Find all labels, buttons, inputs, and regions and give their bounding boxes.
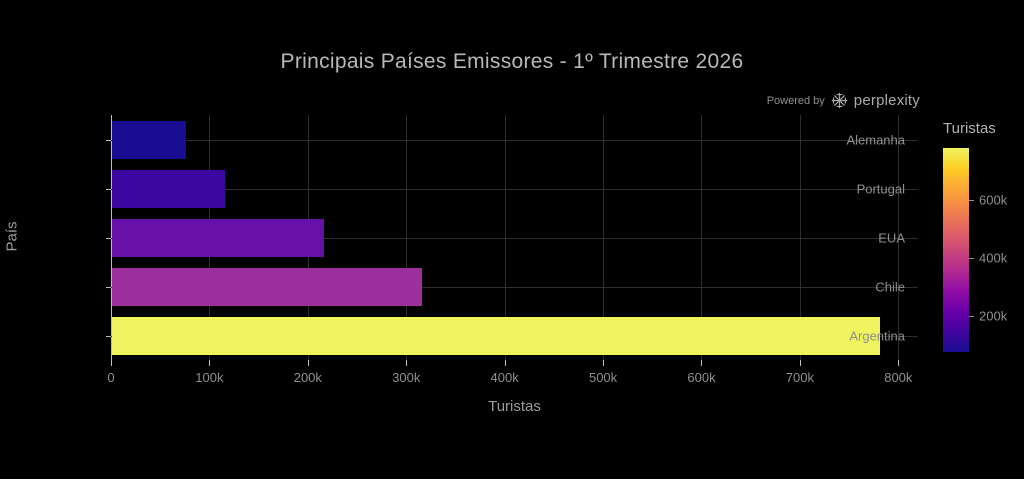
perplexity-wordmark: perplexity [853,92,920,109]
x-axis-tick-label: 700k [785,370,814,385]
perplexity-logo-icon [831,92,848,109]
y-axis-tick [106,237,111,239]
x-axis-tick [209,360,211,366]
x-axis-tick [111,360,112,366]
powered-by-text: Powered by [766,94,825,107]
powered-by-badge[interactable]: Powered by perplexity [767,92,920,109]
y-axis-tick [106,335,111,337]
x-axis-tick [504,360,506,366]
x-axis-tick-label: 800k [884,370,913,385]
bar-portugal[interactable] [112,169,226,208]
x-axis-tick-label: 400k [490,370,519,385]
plot-area[interactable]: 0 100k 200k 300k 400k 500k 600k 700k 800k Alemanh… [106,115,918,385]
colorbar-tick-label: 600k [979,192,1008,208]
x-axis-tick [307,360,309,366]
x-axis-tick [406,360,408,366]
chart-title: Principais Países Emissores - 1º Trimest… [280,50,744,73]
colorbar-tick-label: 400k [979,250,1008,266]
x-axis-tick-label: 300k [392,370,421,385]
x-axis-tick-label: 600k [687,370,716,385]
colorbar-tick-label: 200k [979,308,1008,324]
x-axis-title: Turistas [488,398,541,415]
colorbar-tick [969,200,974,202]
x-axis-tick [799,360,801,366]
gridline-horizontal [111,286,918,288]
x-axis-tick [898,360,900,366]
colorbar: Turistas 200k 400k 600k [943,120,1023,365]
x-axis-tick-label: 500k [588,370,618,385]
y-axis-tick [106,188,111,190]
x-axis-tick-label: 0 [107,370,115,385]
gridline-horizontal [111,237,918,239]
x-axis-tick [701,360,703,366]
y-axis-tick-label: Chile [875,279,905,294]
x-axis-tick-label: 100k [195,370,224,385]
bar-alemanha[interactable] [112,120,186,159]
y-axis-tick-label: Argentina [849,328,905,343]
bar-argentina[interactable] [112,316,880,355]
y-axis-title: País [3,221,21,252]
x-axis-tick [603,360,605,366]
colorbar-gradient [943,148,969,352]
gridline-horizontal [111,188,918,190]
bar-chile[interactable] [112,267,422,306]
y-axis-tick-label: Portugal [856,181,905,196]
x-axis-tick-label: 200k [293,370,322,385]
y-axis-tick [106,286,111,288]
colorbar-tick [969,315,974,317]
bar-eua[interactable] [112,218,324,257]
colorbar-title: Turistas [943,120,996,137]
y-axis-tick [106,139,111,141]
colorbar-tick [969,257,974,259]
gridline-horizontal [111,139,918,141]
y-axis-tick-label: Alemanha [846,132,905,147]
y-axis-tick-label: EUA [878,230,905,245]
